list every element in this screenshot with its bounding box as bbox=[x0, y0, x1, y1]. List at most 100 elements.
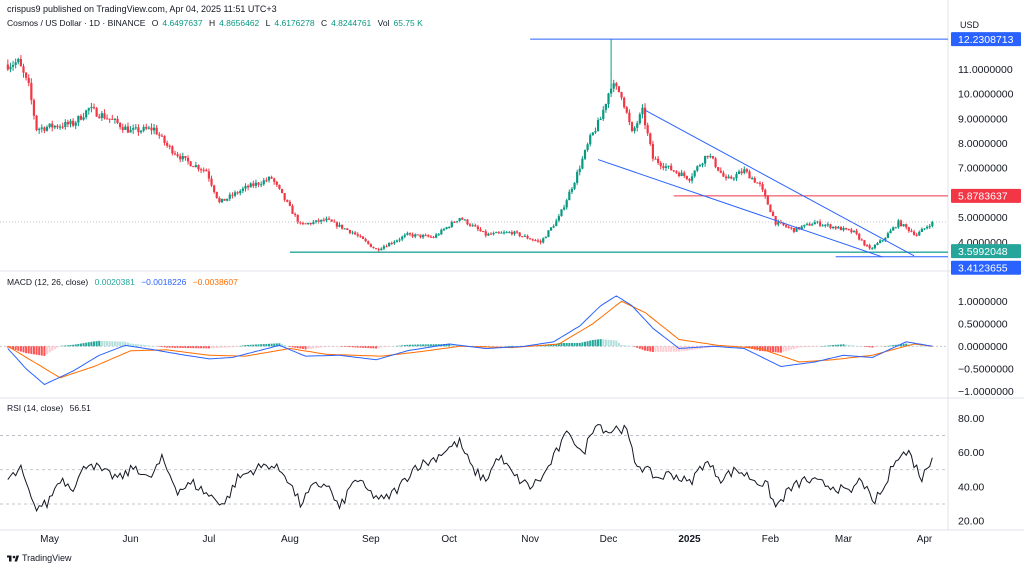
macd-histogram-bar bbox=[395, 345, 398, 347]
candle-body bbox=[811, 224, 814, 226]
macd-histogram-bar bbox=[581, 342, 584, 347]
candle-body bbox=[664, 166, 668, 168]
macd-histogram-bar bbox=[657, 346, 660, 352]
candle bbox=[552, 224, 555, 229]
price-tick-label: 7.0000000 bbox=[958, 163, 1008, 175]
candle-body bbox=[121, 127, 124, 130]
candle-body bbox=[826, 224, 829, 226]
candle bbox=[155, 124, 158, 135]
candle bbox=[641, 104, 644, 119]
candle-body bbox=[482, 231, 485, 233]
candle-body bbox=[241, 188, 244, 191]
candle bbox=[218, 196, 221, 204]
candle-body bbox=[294, 213, 297, 216]
macd-histogram-bar bbox=[871, 346, 874, 348]
macd-histogram-bar bbox=[82, 343, 85, 347]
candle bbox=[599, 116, 602, 121]
candle bbox=[210, 175, 213, 188]
candle bbox=[421, 233, 425, 239]
candle bbox=[147, 125, 150, 130]
candle-body bbox=[147, 127, 150, 129]
candle bbox=[231, 192, 234, 199]
candle-body bbox=[886, 233, 890, 238]
candle-body bbox=[56, 125, 59, 128]
macd-histogram-bar bbox=[858, 346, 861, 347]
candle bbox=[354, 230, 357, 236]
candle-body bbox=[876, 243, 879, 245]
candle bbox=[270, 175, 273, 180]
candle-body bbox=[374, 248, 378, 250]
macd-histogram-bar bbox=[200, 346, 203, 349]
price-tick-label: 9.0000000 bbox=[958, 113, 1008, 125]
macd-histogram-bar bbox=[667, 346, 670, 352]
candle bbox=[207, 168, 211, 182]
candle-body bbox=[356, 234, 359, 236]
candle-body bbox=[623, 97, 626, 108]
candle bbox=[534, 238, 537, 242]
candle-body bbox=[620, 91, 623, 98]
candle bbox=[176, 151, 179, 158]
candle bbox=[406, 231, 409, 236]
candle bbox=[173, 150, 177, 156]
candle-body bbox=[124, 126, 127, 130]
candle bbox=[427, 234, 430, 238]
candle bbox=[855, 228, 858, 236]
candle-body bbox=[43, 127, 46, 131]
macd-histogram-bar bbox=[95, 341, 98, 347]
candle bbox=[505, 230, 508, 234]
candle bbox=[633, 126, 636, 134]
candle-body bbox=[500, 232, 503, 234]
macd-histogram-bar bbox=[803, 346, 806, 348]
macd-histogram-bar bbox=[725, 346, 728, 347]
candle-body bbox=[14, 62, 17, 65]
macd-histogram-bar bbox=[492, 346, 495, 347]
macd-histogram-bar bbox=[249, 344, 252, 347]
macd-histogram-bar bbox=[602, 339, 605, 347]
macd-histogram-bar bbox=[192, 346, 195, 349]
candle-body bbox=[657, 158, 660, 163]
candle-body bbox=[918, 231, 921, 236]
macd-histogram-bar bbox=[513, 345, 516, 347]
candle bbox=[847, 228, 850, 231]
macd-histogram-bar bbox=[147, 345, 150, 347]
candle-body bbox=[231, 194, 234, 196]
macd-histogram-bar bbox=[77, 343, 80, 347]
candle bbox=[322, 217, 325, 222]
candle-body bbox=[586, 144, 589, 151]
macd-histogram-bar bbox=[244, 345, 247, 347]
macd-histogram-bar bbox=[824, 345, 827, 347]
macd-histogram-bar bbox=[550, 344, 553, 347]
candle-body bbox=[722, 172, 725, 177]
candle-body bbox=[450, 221, 453, 228]
macd-histogram-bar bbox=[406, 344, 409, 347]
candle bbox=[111, 114, 114, 120]
candle bbox=[643, 103, 647, 130]
candle-body bbox=[64, 121, 67, 128]
candle-body bbox=[604, 103, 607, 110]
macd-histogram-bar bbox=[568, 342, 571, 347]
candle bbox=[95, 107, 98, 117]
candle-body bbox=[615, 83, 618, 87]
candle-body bbox=[576, 171, 579, 183]
candle-body bbox=[69, 120, 72, 125]
candle-body bbox=[536, 240, 540, 242]
macd-histogram-bar bbox=[48, 346, 51, 353]
macd-histogram-bar bbox=[364, 346, 367, 348]
macd-histogram-bar bbox=[362, 346, 365, 348]
candle bbox=[220, 198, 224, 204]
macd-histogram-bar bbox=[816, 346, 819, 347]
candle bbox=[424, 233, 427, 237]
tradingview-footer[interactable]: TradingView bbox=[7, 553, 72, 563]
macd-histogram-bar bbox=[497, 346, 500, 347]
candle-body bbox=[581, 158, 584, 169]
candle-body bbox=[252, 183, 255, 186]
macd-histogram-bar bbox=[774, 346, 777, 353]
candle-body bbox=[792, 227, 796, 232]
macd-histogram-bar bbox=[228, 346, 231, 348]
candle bbox=[171, 145, 174, 156]
candle bbox=[620, 91, 623, 101]
macd-histogram-bar bbox=[448, 344, 451, 347]
price-tag-box bbox=[951, 188, 1021, 203]
macd-histogram-bar bbox=[205, 346, 208, 349]
